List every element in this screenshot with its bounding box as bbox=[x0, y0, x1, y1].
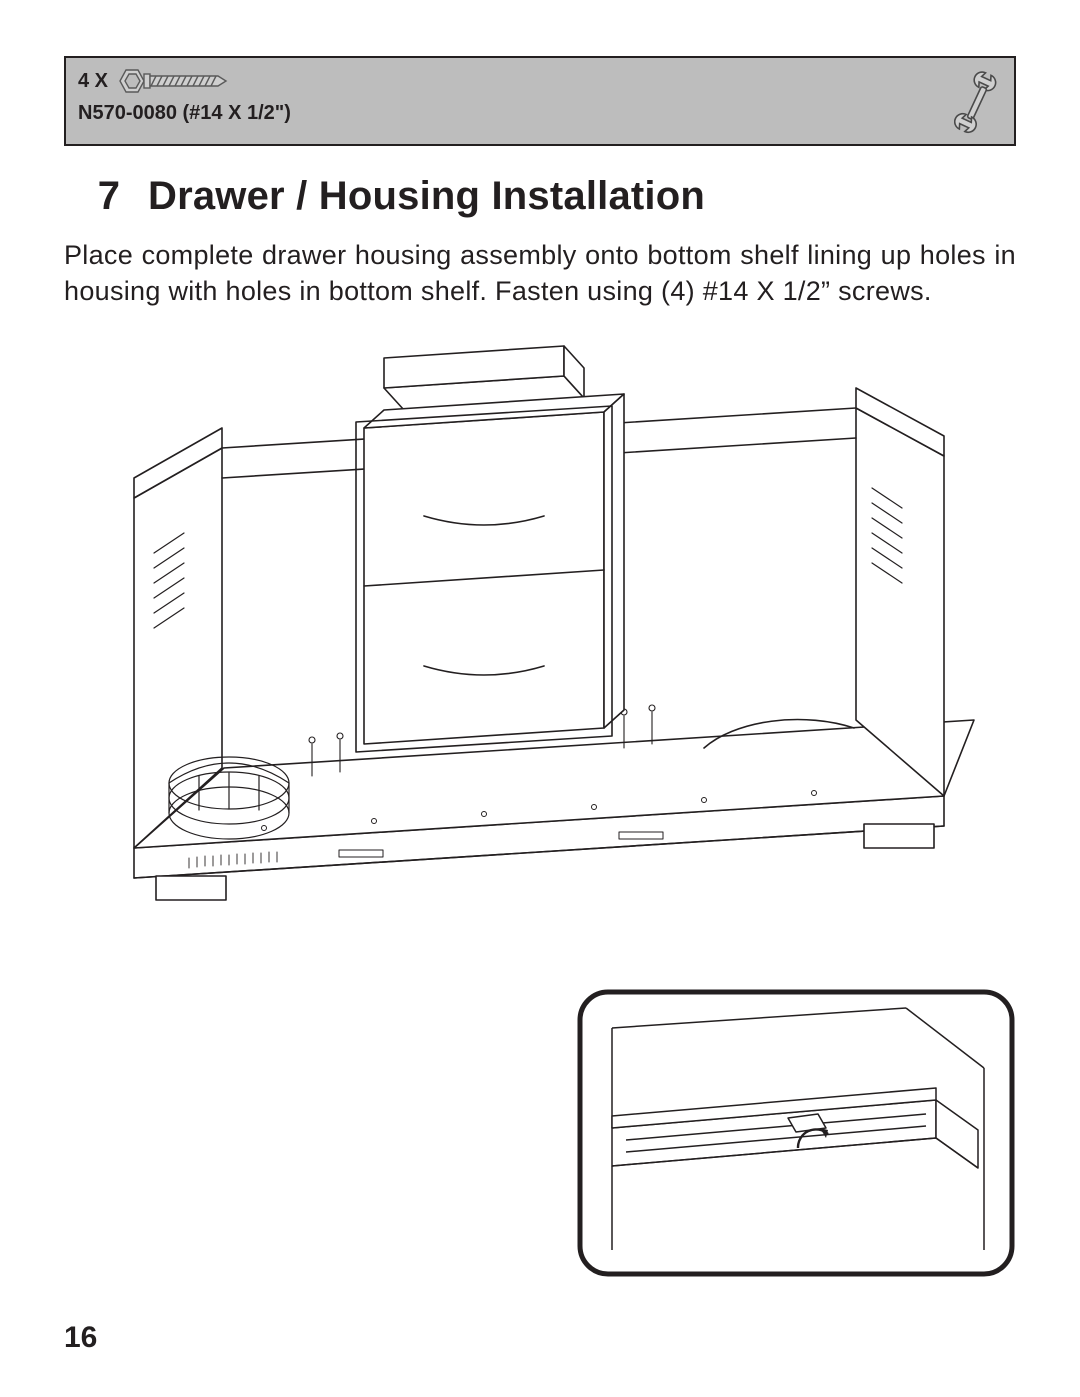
step-title: Drawer / Housing Installation bbox=[148, 174, 705, 219]
slide-rail-detail-diagram bbox=[576, 988, 1016, 1278]
step-heading: 7 Drawer / Housing Installation bbox=[64, 174, 1016, 219]
step-body-text: Place complete drawer housing assembly o… bbox=[64, 237, 1016, 310]
parts-required-bar: 4 X bbox=[64, 56, 1016, 146]
parts-qty-row: 4 X bbox=[78, 64, 291, 98]
parts-quantity: 4 X bbox=[78, 70, 108, 93]
main-assembly-diagram bbox=[64, 328, 1016, 968]
step-number: 7 bbox=[64, 174, 120, 219]
wrench-icon bbox=[954, 68, 1000, 138]
manual-page: 4 X bbox=[0, 0, 1080, 1397]
hex-screw-icon bbox=[118, 64, 228, 98]
page-number: 16 bbox=[64, 1321, 97, 1355]
parts-spec: 4 X bbox=[78, 64, 291, 125]
parts-code: N570-0080 (#14 X 1/2") bbox=[78, 102, 291, 125]
